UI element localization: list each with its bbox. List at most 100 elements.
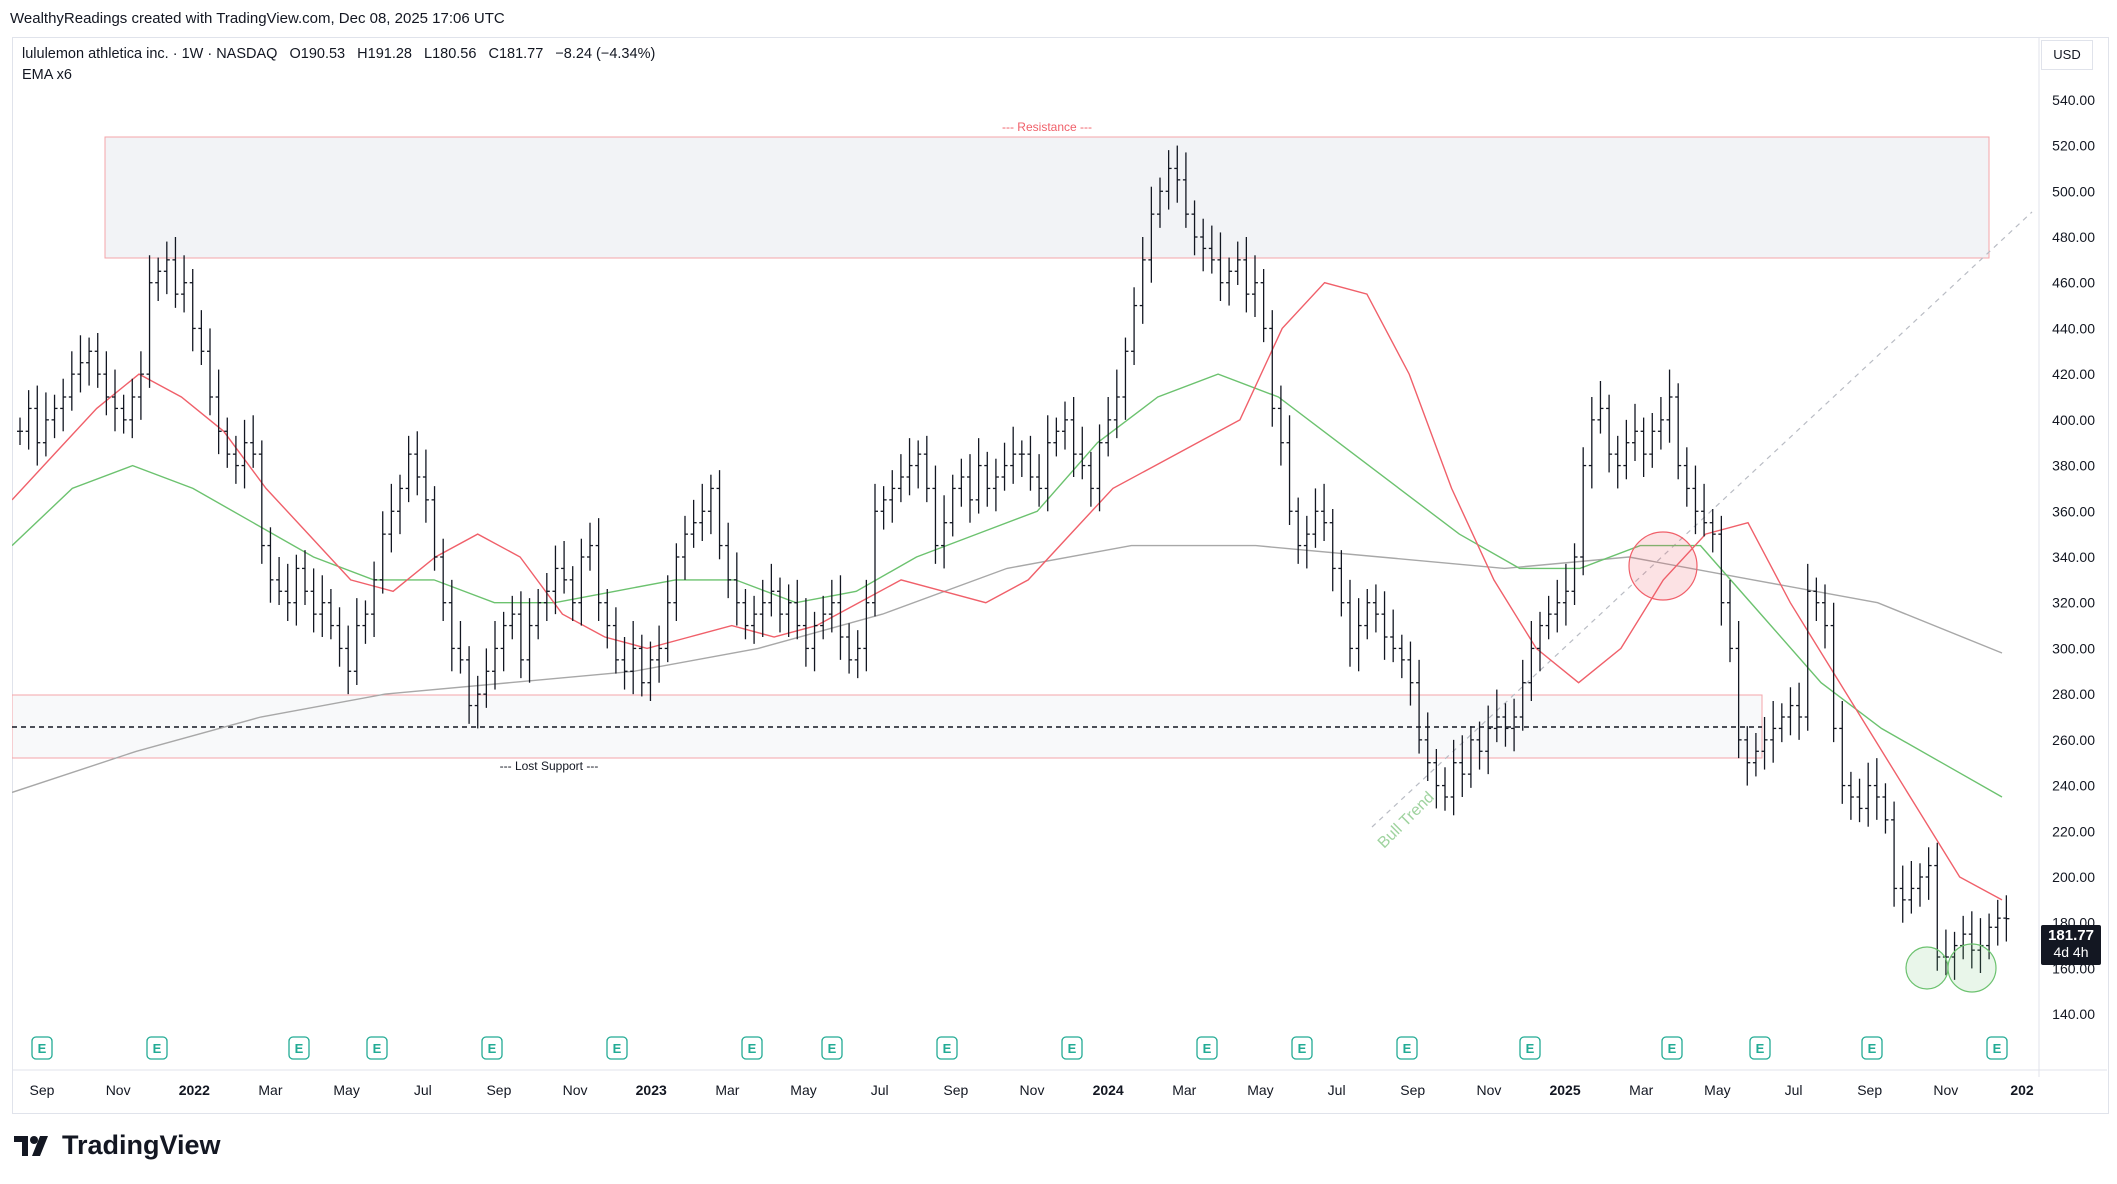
- earnings-icon: E: [1519, 1036, 1541, 1060]
- ohlc-bar: [60, 378, 67, 432]
- bar-countdown: 4d 4h: [2053, 944, 2089, 960]
- earnings-icon: E: [288, 1036, 310, 1060]
- ohlc-bar: [86, 337, 93, 386]
- ohlc-bar: [1778, 703, 1785, 743]
- earnings-icon: E: [606, 1036, 628, 1060]
- ohlc-bar: [1442, 767, 1448, 811]
- ema-series-line: [12, 373, 2003, 798]
- ohlc-bar: [923, 435, 930, 503]
- ohlc-bar: [241, 419, 248, 489]
- ohlc-bar: [68, 351, 75, 411]
- ohlc-bar: [595, 518, 602, 621]
- time-tick-label: Jul: [414, 1082, 432, 1098]
- price-tick-label: 520.00: [2052, 138, 2095, 154]
- ohlc-bar: [535, 589, 542, 640]
- ohlc-bar: [1571, 543, 1578, 605]
- ohlc-bar: [1303, 515, 1310, 569]
- bull-trend-line: [1371, 211, 2033, 828]
- ohlc-bar: [448, 579, 455, 672]
- ohlc-bar: [811, 611, 818, 672]
- ohlc-bar: [1744, 726, 1751, 786]
- tradingview-logo[interactable]: TradingView: [14, 1130, 221, 1161]
- ohlc-bar: [1476, 721, 1483, 770]
- ohlc-bar: [422, 449, 429, 523]
- earnings-icon: E: [1986, 1036, 2008, 1060]
- ohlc-bar: [751, 595, 758, 644]
- ohlc-bar: [785, 584, 792, 637]
- time-tick-label: Sep: [943, 1082, 968, 1098]
- ohlc-bar: [267, 527, 274, 603]
- ohlc-bar: [1519, 659, 1526, 731]
- change-value: −8.24 (−4.34%): [555, 46, 656, 62]
- chart-legend: lululemon athletica inc. · 1W · NASDAQ O…: [22, 44, 663, 86]
- bull-trend-label: Bull Trend: [1375, 789, 1438, 852]
- ohlc-bar: [1727, 579, 1733, 663]
- earnings-icon: E: [1061, 1036, 1083, 1060]
- ohlc-bar: [1113, 369, 1120, 439]
- ohlc-bar: [656, 625, 663, 683]
- ohlc-bar: [828, 579, 835, 633]
- ohlc-bar: [1416, 659, 1423, 754]
- ohlc-bar: [112, 369, 118, 432]
- brand-name: TradingView: [62, 1130, 221, 1160]
- ohlc-bar: [1588, 397, 1595, 489]
- time-axis: Sep Nov 2022 Mar May Jul Sep Nov 2023 Mar May Jul Se…: [12, 1069, 2107, 1098]
- ohlc-bar: [1649, 413, 1656, 468]
- ohlc-bar: [958, 458, 965, 507]
- price-axis: 140.00160.00180.00200.00220.00240.00260.…: [2038, 37, 2095, 1077]
- time-tick-label: Jul: [871, 1082, 889, 1098]
- ohlc-bar: [327, 589, 334, 640]
- ohlc-bar: [345, 625, 352, 695]
- price-tick-label: 360.00: [2052, 503, 2095, 519]
- ohlc-bar: [1010, 426, 1017, 484]
- ohlc-bar: [77, 335, 84, 393]
- ohlc-bar: [302, 550, 308, 605]
- ohlc-bar: [405, 435, 412, 503]
- earnings-icon: E: [366, 1036, 388, 1060]
- ohlc-bar: [1364, 589, 1371, 640]
- price-tick-label: 300.00: [2052, 640, 2095, 656]
- ohlc-bar: [137, 351, 144, 420]
- ohlc-bar: [224, 417, 231, 468]
- ohlc-bar: [1277, 385, 1284, 466]
- time-tick-label: Nov: [563, 1082, 588, 1098]
- ohlc-bar: [1433, 749, 1440, 809]
- resistance-zone: [104, 136, 1990, 259]
- ohlc-bar: [889, 470, 896, 523]
- ohlc-bar: [440, 538, 447, 621]
- ohlc-bar: [1623, 419, 1630, 480]
- ohlc-bar: [975, 438, 982, 514]
- ohlc-bar: [181, 255, 188, 313]
- ohlc-bar: [1424, 712, 1431, 781]
- ohlc-bar: [483, 648, 490, 708]
- currency-label[interactable]: USD: [2041, 40, 2093, 70]
- time-tick-label: Jul: [1328, 1082, 1346, 1098]
- ohlc-bar: [612, 607, 619, 674]
- svg-text:E: E: [1868, 1041, 1877, 1056]
- ohlc-bar: [552, 545, 559, 615]
- ohlc-bar: [215, 369, 222, 455]
- ohlc-bar: [1632, 403, 1638, 461]
- price-tick-label: 340.00: [2052, 549, 2095, 565]
- ohlc-bar: [587, 522, 593, 571]
- ohlc-bar: [1951, 931, 1958, 980]
- ema-mid-line: [12, 373, 2003, 798]
- ohlc-bar: [1657, 397, 1664, 450]
- svg-text:E: E: [1203, 1041, 1212, 1056]
- ohlc-bars: [17, 145, 2010, 980]
- ohlc-bar: [1398, 634, 1405, 679]
- price-chart[interactable]: --- Resistance --- --- Lost Support --- …: [12, 37, 2107, 1112]
- ohlc-bar: [1856, 778, 1863, 823]
- ema-slow-line: [12, 544, 2003, 794]
- ohlc-bar: [198, 310, 205, 365]
- time-tick-label: Mar: [715, 1082, 739, 1098]
- ohlc-bar: [1234, 241, 1241, 285]
- earnings-icon: E: [1749, 1036, 1771, 1060]
- ohlc-bar: [310, 568, 317, 633]
- ohlc-bar: [500, 611, 507, 672]
- ohlc-bar: [897, 454, 904, 503]
- ohlc-bar: [1606, 394, 1613, 473]
- ohlc-bar: [1675, 383, 1682, 480]
- ohlc-bar: [1338, 550, 1345, 617]
